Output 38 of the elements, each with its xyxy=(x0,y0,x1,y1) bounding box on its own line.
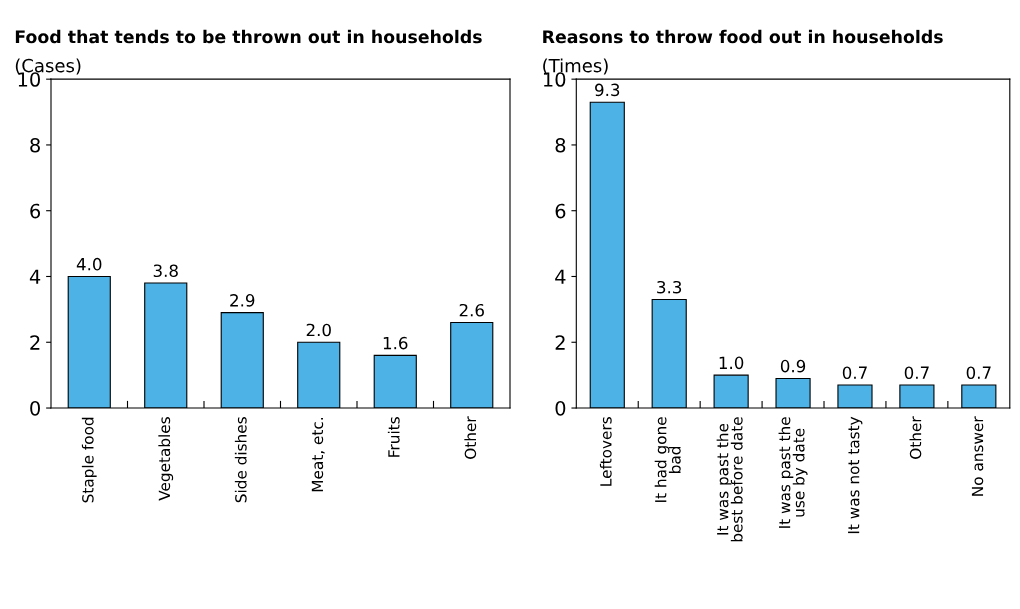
chart-title: Food that tends to be thrown out in households xyxy=(15,29,482,44)
y-tick-label: 0 xyxy=(555,400,566,416)
data-label: 1.6 xyxy=(383,336,408,350)
x-tick-label: Leftovers xyxy=(599,417,612,486)
x-tick-label: Other xyxy=(464,416,477,459)
data-label: 2.9 xyxy=(230,294,255,307)
x-tick-label: Fruits xyxy=(387,417,400,457)
x-tick-label: Vegetables xyxy=(158,417,174,501)
x-tick-label: It had gone bad xyxy=(654,417,681,502)
data-label: 3.3 xyxy=(657,280,682,294)
y-tick-label: 8 xyxy=(30,137,40,153)
y-tick-label: 4 xyxy=(29,269,41,284)
y-tick-label: 0 xyxy=(30,400,40,416)
x-tick-label: No answer xyxy=(971,416,984,496)
data-label: 2.6 xyxy=(459,303,484,317)
y-tick-label: 2 xyxy=(555,335,565,350)
x-tick-label: Staple food xyxy=(81,417,97,503)
data-label: 0.7 xyxy=(842,366,867,379)
data-label: 0.7 xyxy=(966,366,991,379)
x-tick-label: Side dishes xyxy=(234,417,247,503)
data-label: 0.7 xyxy=(904,366,929,379)
x-tick-label: It was past the use by date xyxy=(778,417,808,528)
chart-title: Reasons to throw food out in households xyxy=(543,29,943,44)
data-label: 2.0 xyxy=(306,323,331,337)
y-tick-label: 4 xyxy=(555,269,566,284)
y-tick-label: 8 xyxy=(555,137,566,153)
x-tick-label: It was past the best before date xyxy=(716,417,743,542)
x-tick-label: Other xyxy=(909,416,922,459)
data-label: 4.0 xyxy=(76,257,102,271)
y-tick-label: 6 xyxy=(30,203,41,219)
x-tick-label: Meat, etc. xyxy=(311,418,325,492)
data-label: 3.8 xyxy=(153,264,178,278)
data-label: 9.3 xyxy=(595,83,620,97)
data-label: 1.0 xyxy=(719,356,744,370)
y-tick-label: 6 xyxy=(555,203,566,219)
y-tick-label: 2 xyxy=(30,335,40,350)
x-tick-label: It was not tasty xyxy=(848,416,863,534)
data-label: 0.9 xyxy=(780,359,806,373)
